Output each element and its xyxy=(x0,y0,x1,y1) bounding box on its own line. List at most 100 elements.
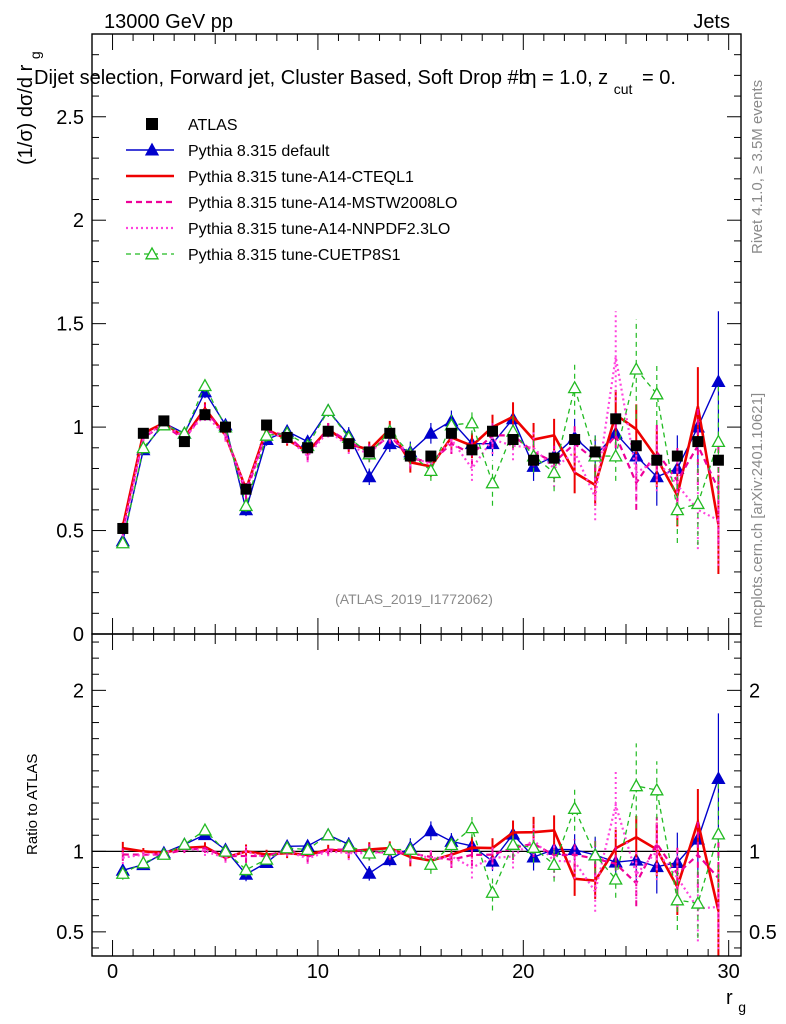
y-tick-label: 1 xyxy=(73,417,84,439)
ratio-point xyxy=(259,851,274,865)
chart-title: Dijet selection, Forward jet, Cluster Ba… xyxy=(34,67,676,99)
atlas-point xyxy=(199,409,211,421)
atlas-point xyxy=(486,425,498,437)
data-point xyxy=(608,448,623,462)
ratio-panel-frame xyxy=(91,633,742,957)
y-tick-label: 1.5 xyxy=(56,314,84,336)
atlas-point xyxy=(569,434,581,446)
ratio-point xyxy=(588,847,603,861)
atlas-point xyxy=(651,454,663,466)
atlas-point xyxy=(466,444,478,456)
ratio-point xyxy=(690,895,705,909)
x-tick-label: 0 xyxy=(107,961,118,983)
ratio-point xyxy=(567,801,582,814)
data-point xyxy=(670,502,685,516)
ratio-point xyxy=(526,840,541,853)
atlas-point xyxy=(528,454,540,466)
atlas-point xyxy=(178,436,190,448)
ratio-y-axis-label: Ratio to ATLAS xyxy=(24,754,41,855)
atlas-point xyxy=(384,427,396,439)
data-point xyxy=(690,496,705,510)
data-point xyxy=(362,469,377,483)
data-point xyxy=(485,475,500,489)
header-right: Jets xyxy=(693,11,730,33)
ratio-point xyxy=(649,782,664,796)
ratio-line-pythia-8-315-tune-cuetp8s1 xyxy=(122,785,720,905)
data-point xyxy=(197,378,213,392)
header-left: 13000 GeV pp xyxy=(104,11,233,33)
atlas-point xyxy=(610,413,622,425)
atlas-point xyxy=(302,442,314,454)
mcplots-label: mcplots.cern.ch [arXiv:2401.10621] xyxy=(749,393,766,628)
atlas-point xyxy=(671,450,683,462)
title-tail: η = 1.0, z xyxy=(525,67,608,89)
atlas-point xyxy=(343,438,355,450)
atlas-point xyxy=(117,522,129,534)
ratio-point xyxy=(629,778,644,792)
ratio-point xyxy=(197,822,213,836)
ratio-point xyxy=(218,844,233,857)
ratio-point xyxy=(280,840,295,854)
ratio-point xyxy=(177,837,192,850)
y-tick-label: 2 xyxy=(73,210,84,232)
atlas-point xyxy=(281,431,293,443)
atlas-point xyxy=(548,452,560,464)
ratio-point xyxy=(608,871,623,885)
title-end: = 0. xyxy=(642,67,676,89)
data-point xyxy=(629,361,644,375)
ratio-point xyxy=(300,842,315,856)
legend-label-atlas: ATLAS xyxy=(188,117,238,134)
data-point xyxy=(115,535,130,549)
atlas-point xyxy=(589,446,601,458)
atlas-point xyxy=(404,450,416,462)
data-point xyxy=(321,403,336,417)
ratio-point xyxy=(115,866,130,879)
analysis-watermark: (ATLAS_2019_I1772062) xyxy=(335,591,493,607)
ratio-y-tick-label-right: 2 xyxy=(749,680,760,702)
ratio-point xyxy=(341,838,356,852)
data-point xyxy=(464,415,480,429)
atlas-point xyxy=(240,483,252,495)
ratio-point xyxy=(670,892,685,906)
x-axis-label: r g xyxy=(726,987,746,1015)
atlas-point xyxy=(630,440,642,452)
title-main: Dijet selection, Forward jet, Cluster Ba… xyxy=(34,67,530,89)
atlas-point xyxy=(219,421,231,433)
ratio-point xyxy=(505,837,521,850)
rivet-label: Rivet 4.1.0, ≥ 3.5M events xyxy=(749,80,766,254)
ratio-point xyxy=(546,857,562,871)
legend-marker xyxy=(144,142,160,156)
ratio-point xyxy=(362,845,377,859)
atlas-point xyxy=(712,454,724,466)
data-point xyxy=(423,425,438,439)
data-point xyxy=(567,380,582,394)
atlas-point xyxy=(137,427,149,439)
atlas-point xyxy=(363,446,375,458)
legend-label-pythia-8-315-default: Pythia 8.315 default xyxy=(188,143,330,160)
legend-marker xyxy=(144,246,160,260)
ratio-point xyxy=(362,865,377,879)
atlas-point xyxy=(261,419,273,431)
ratio-y-tick-label-right: 1 xyxy=(749,841,760,863)
data-point xyxy=(259,428,274,441)
ratio-point xyxy=(156,847,171,860)
atlas-point xyxy=(507,434,519,446)
ratio-point xyxy=(423,823,438,837)
data-point xyxy=(711,434,726,448)
atlas-point xyxy=(425,450,437,462)
ratio-y-tick-label: 0.5 xyxy=(56,922,84,944)
ratio-point xyxy=(711,771,726,784)
y-tick-label: 0 xyxy=(73,624,84,646)
atlas-point xyxy=(158,415,170,427)
legend-label-pythia-8-315-tune-a14-mstw2008lo: Pythia 8.315 tune-A14-MSTW2008LO xyxy=(188,195,457,212)
x-tick-label: 30 xyxy=(718,961,740,983)
ratio-line-pythia-8-315-tune-a14-cteql1 xyxy=(122,816,720,912)
atlas-point xyxy=(445,427,457,439)
ratio-point xyxy=(136,855,151,869)
data-point xyxy=(649,386,664,400)
data-point xyxy=(546,465,562,479)
ratio-line-pythia-8-315-tune-a14-nnpdf2-3lo xyxy=(122,800,719,910)
ratio-y-tick-label: 2 xyxy=(73,680,84,702)
data-point xyxy=(423,463,438,477)
